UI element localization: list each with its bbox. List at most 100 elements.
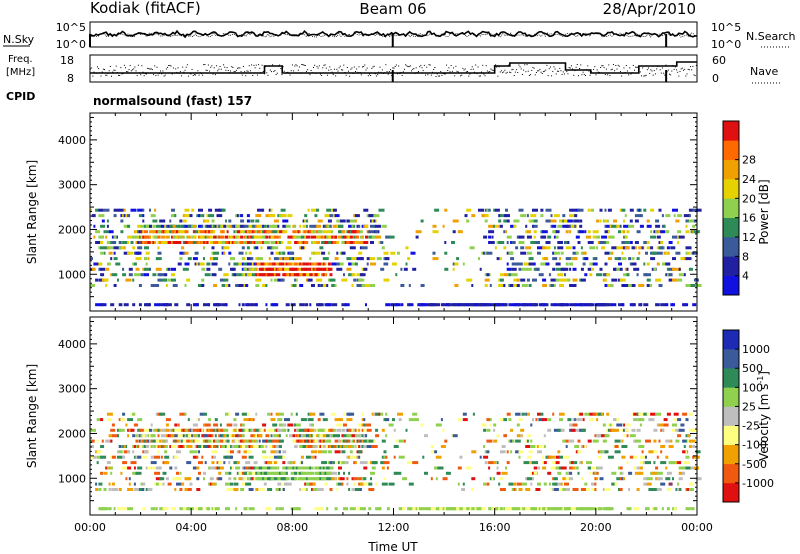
data-cell (123, 214, 126, 218)
data-cell (164, 241, 169, 244)
data-cell (528, 262, 535, 266)
nave-point (577, 75, 579, 77)
data-cell (324, 262, 327, 266)
data-cell (358, 428, 361, 432)
data-cell (594, 477, 597, 481)
data-cell (294, 278, 298, 282)
data-cell (177, 434, 183, 438)
data-cell (643, 461, 646, 465)
data-cell (594, 471, 597, 475)
data-cell (265, 471, 268, 475)
data-cell (300, 461, 303, 465)
data-cell (510, 439, 513, 443)
nave-point (365, 69, 367, 71)
data-cell (354, 214, 360, 218)
data-cell (272, 267, 276, 271)
data-cell (685, 455, 690, 459)
data-cell (513, 488, 516, 491)
data-cell (307, 445, 313, 448)
data-cell (569, 466, 574, 470)
data-cell (221, 235, 225, 239)
data-cell (201, 428, 204, 432)
nave-point (119, 75, 121, 76)
nave-point (267, 74, 269, 76)
data-cell (258, 428, 261, 432)
nave-point (109, 66, 111, 67)
data-cell (155, 235, 159, 239)
data-cell (348, 428, 355, 432)
data-cell (331, 230, 334, 234)
data-cell (366, 445, 372, 448)
nave-point (436, 73, 438, 75)
data-cell (575, 466, 579, 470)
data-cell (542, 284, 548, 287)
data-cell (280, 251, 283, 255)
nave-point (514, 71, 516, 73)
data-cell (521, 284, 528, 287)
colorbar-tick-label: 12 (742, 231, 756, 244)
data-cell (562, 488, 566, 491)
data-cell (523, 303, 527, 307)
data-cell (255, 284, 260, 287)
x-tick-label: 08:00 (276, 521, 308, 534)
nave-point (652, 74, 654, 76)
data-cell (599, 241, 605, 244)
data-cell (257, 235, 262, 239)
data-cell (262, 224, 265, 228)
data-cell (199, 507, 203, 511)
nave-point (671, 70, 673, 72)
colorbar-tick-label: 4 (742, 270, 749, 283)
data-cell (542, 303, 545, 307)
nave-point (143, 75, 145, 77)
data-cell (120, 219, 124, 223)
data-cell (327, 439, 331, 443)
data-cell (122, 455, 126, 459)
data-cell (643, 412, 649, 416)
nave-point (523, 69, 525, 71)
data-cell (520, 214, 527, 218)
nave-point (605, 68, 607, 70)
nave-point (371, 67, 373, 69)
data-cell (506, 219, 510, 223)
data-cell (343, 235, 347, 239)
data-cell (140, 482, 144, 486)
nave-point (120, 67, 122, 69)
data-cell (93, 224, 96, 228)
data-cell (580, 461, 583, 465)
data-cell (623, 423, 626, 427)
data-cell (596, 477, 599, 481)
data-cell (666, 488, 671, 491)
data-cell (518, 488, 523, 491)
data-cell (184, 230, 189, 234)
data-cell (400, 267, 403, 271)
data-cell (238, 303, 241, 307)
data-cell (557, 471, 562, 475)
data-cell (516, 434, 523, 438)
data-cell (432, 507, 436, 511)
data-cell (275, 273, 278, 277)
data-cell (280, 208, 286, 212)
nave-point (393, 67, 395, 69)
nave-point (481, 71, 483, 73)
data-cell (363, 428, 367, 432)
data-cell (265, 507, 272, 511)
nave-point (294, 65, 296, 67)
data-cell (526, 251, 532, 255)
data-cell (167, 267, 171, 271)
data-cell (135, 267, 140, 271)
nave-point (344, 72, 346, 73)
data-cell (483, 214, 486, 218)
data-cell (562, 267, 569, 271)
data-cell (584, 482, 588, 486)
data-cell (118, 507, 124, 511)
data-cell (363, 418, 366, 422)
data-cell (575, 235, 580, 239)
data-cell (260, 246, 263, 250)
colorbar-swatch (723, 463, 739, 484)
data-cell (213, 284, 218, 287)
nave-point (575, 66, 577, 68)
data-cell (587, 267, 592, 271)
data-cell (550, 278, 557, 282)
nave-point (336, 68, 338, 70)
data-cell (481, 507, 486, 511)
